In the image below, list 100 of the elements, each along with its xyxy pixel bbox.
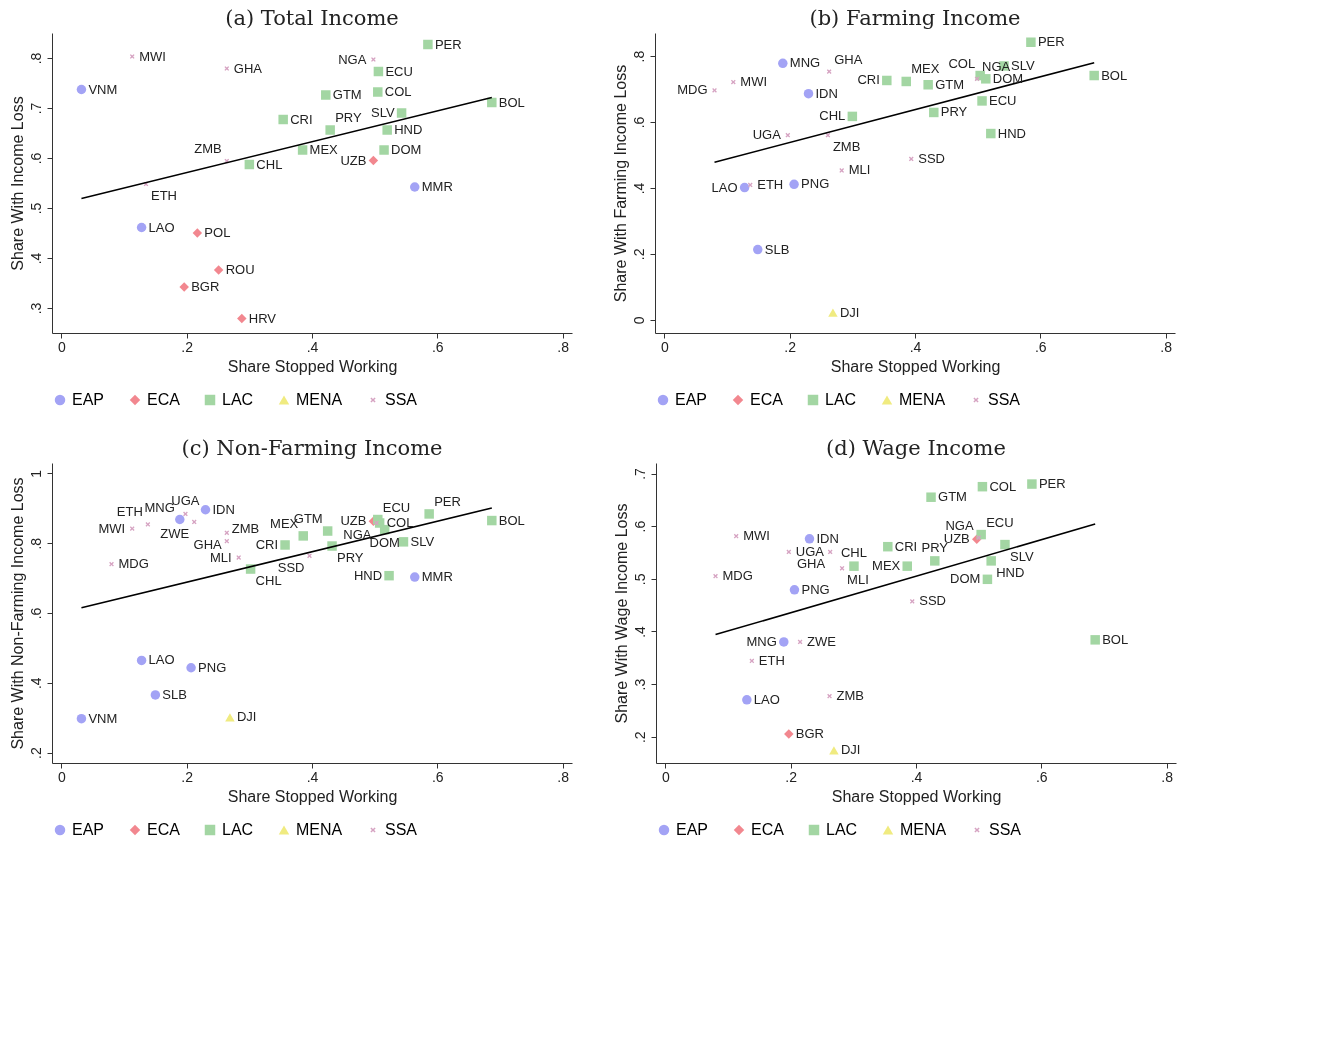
legend-label: EAP (72, 391, 105, 408)
data-label: HRV (248, 310, 277, 326)
legend-label: LAC (222, 821, 254, 838)
point (839, 565, 845, 571)
legend-label: SSA (385, 391, 418, 408)
data-label: PRY (335, 110, 362, 125)
data-label: MLI (210, 549, 232, 565)
point (1090, 635, 1100, 645)
data-label: MMR (421, 179, 453, 194)
data-label: MNG (746, 633, 777, 649)
point (224, 538, 230, 544)
y-tick-label: .2 (630, 248, 647, 261)
chart-title: (a) Total Income (225, 6, 399, 30)
data-label: MLI (847, 572, 869, 588)
data-label: GHA (193, 536, 223, 552)
point (373, 66, 384, 77)
point (981, 74, 991, 84)
data-label: ZMB (194, 141, 222, 156)
data-label: ETH (150, 188, 177, 203)
point (382, 125, 392, 135)
data-label: SLV (370, 105, 395, 120)
data-label: IDN (212, 501, 235, 517)
point (424, 509, 434, 519)
y-tick-label: .4 (27, 677, 44, 690)
point (742, 695, 752, 705)
point (186, 663, 196, 673)
chart-title: (d) Wage Income (826, 436, 1006, 460)
y-tick-label: .6 (27, 607, 44, 620)
point (150, 690, 161, 700)
point (1089, 70, 1099, 81)
data-label: POL (204, 225, 231, 240)
point (371, 57, 376, 62)
data-label: UGA (752, 127, 782, 143)
point (244, 159, 255, 170)
point (225, 713, 235, 722)
y-axis-title: Share With Non-Farming Income Loss (8, 477, 26, 750)
legend-label: MENA (899, 391, 946, 408)
point (926, 492, 936, 502)
x-axis-title: Share Stopped Working (227, 357, 398, 375)
data-label: MWI (98, 520, 126, 536)
point (298, 531, 308, 541)
data-label: MLI (848, 162, 871, 178)
data-label: GTM (332, 87, 362, 102)
data-label: NGA (945, 517, 974, 533)
legend-label: MENA (900, 821, 947, 838)
data-label: PNG (198, 659, 227, 675)
point (828, 308, 838, 317)
point (398, 537, 409, 547)
point (368, 155, 379, 166)
legend-label: ECA (751, 821, 785, 838)
data-label: PNG (801, 581, 830, 597)
data-label: ZWE (807, 633, 837, 649)
y-tick-label: 1 (27, 469, 44, 478)
y-tick-label: .7 (27, 102, 44, 115)
x-tick-label: .8 (1161, 768, 1174, 785)
legend-label: LAC (222, 391, 254, 408)
point (883, 541, 893, 552)
point (109, 561, 114, 567)
point (396, 108, 407, 118)
point (410, 182, 420, 192)
point (129, 54, 135, 59)
legend-label: SSA (385, 821, 418, 838)
data-label: DOM (950, 571, 981, 587)
x-tick-label: .6 (1035, 768, 1048, 785)
point (977, 481, 988, 492)
data-label: MDG (722, 568, 753, 584)
data-label: BGR (795, 726, 824, 742)
y-tick-label: .6 (631, 520, 648, 533)
x-tick-label: .2 (181, 768, 194, 785)
data-label: HND (353, 567, 383, 583)
point (183, 511, 188, 517)
point (786, 549, 792, 555)
y-tick-label: .8 (27, 52, 44, 65)
x-tick-label: 0 (58, 338, 66, 355)
data-label: PRY (337, 550, 364, 566)
point (325, 125, 335, 135)
point (410, 572, 420, 582)
data-label: BOL (498, 94, 525, 110)
y-tick-label: .8 (27, 537, 44, 550)
data-label: MWI (743, 528, 770, 544)
point (847, 111, 858, 122)
point (923, 80, 933, 90)
point (224, 66, 230, 71)
point (803, 88, 814, 99)
point (145, 522, 151, 527)
point (929, 107, 939, 118)
data-label: PER (434, 36, 462, 52)
data-label: IDN (815, 85, 838, 101)
point (982, 574, 993, 585)
data-label: MWI (740, 74, 768, 90)
y-tick-label: .2 (631, 731, 648, 744)
data-label: DOM (391, 142, 422, 157)
point (200, 505, 211, 515)
point (804, 534, 815, 544)
x-axis-title: Share Stopped Working (831, 787, 1002, 805)
y-tick-label: .4 (27, 252, 44, 265)
data-label: GHA (233, 60, 263, 76)
point (322, 526, 333, 536)
legend-label: EAP (72, 821, 105, 838)
y-axis-title: Share With Wage Income Loss (612, 503, 630, 724)
